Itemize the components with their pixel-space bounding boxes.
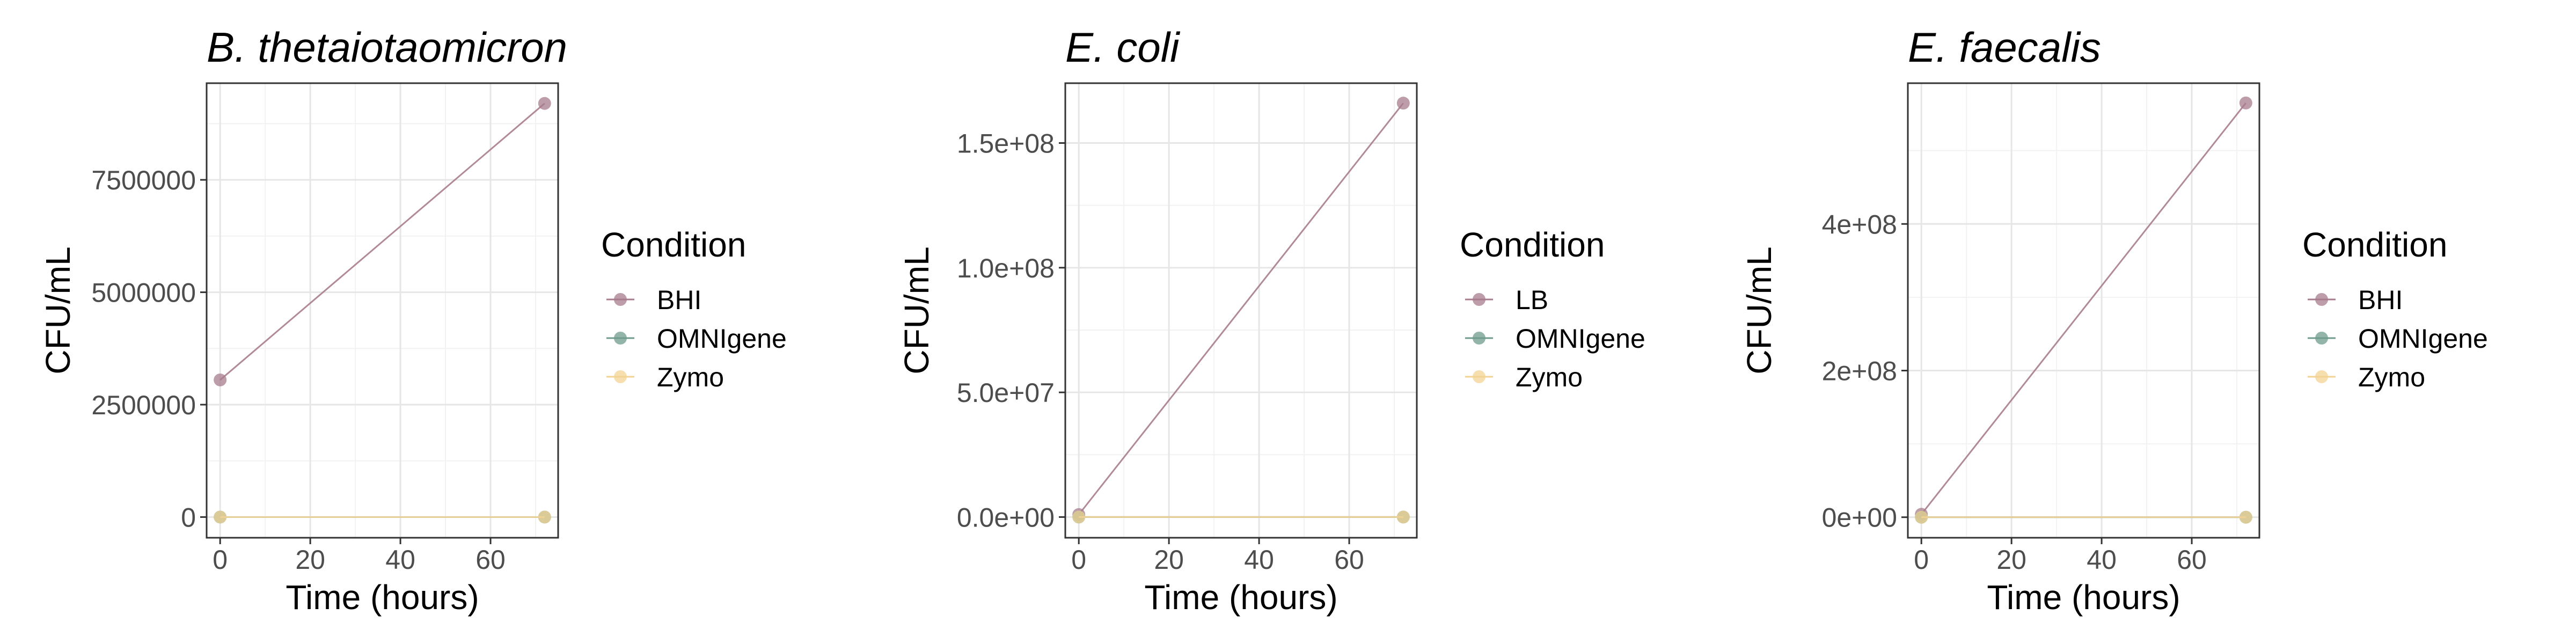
x-tick-label: 60 (1334, 545, 1364, 575)
y-tick-label: 2500000 (91, 390, 196, 420)
plot-background (1908, 83, 2259, 538)
y-tick-label: 4e+08 (1822, 209, 1897, 239)
legend-label: Zymo (2358, 362, 2425, 392)
data-point-zymo (2239, 510, 2252, 524)
data-point-bhi (214, 373, 227, 386)
chart-panel-3: 0 20 40 60 0e+00 2e+08 4e+08 E. faecalis Time (h… (1740, 24, 2488, 617)
legend-key-point (1473, 293, 1485, 306)
series-line-bhi (219, 103, 545, 381)
x-axis-title: Time (hours) (1144, 578, 1337, 617)
data-point-zymo (1915, 510, 1928, 524)
legend-label: BHI (657, 285, 701, 315)
y-tick-label: 2e+08 (1822, 356, 1897, 386)
legend-title: Condition (1460, 225, 1605, 264)
legend-key-point (614, 293, 627, 306)
legend-key-point (614, 370, 627, 383)
plot-background (1065, 83, 1417, 538)
chart-title: E. faecalis (1908, 24, 2101, 71)
chart-panel-2: 0 20 40 60 0.0e+00 5.0e+07 1.0e+08 1.5e+08 E. co… (897, 24, 1645, 617)
chart-panel-1: 0 20 40 60 0 2500000 5000000 7500000 B. thetaiot… (39, 24, 787, 617)
x-tick-label: 0 (213, 545, 228, 575)
data-point-zymo (538, 510, 551, 524)
y-axis-title: CFU/mL (897, 246, 936, 374)
legend-label: OMNIgene (657, 324, 787, 354)
plot-background (207, 83, 558, 538)
y-tick-label: 5.0e+07 (957, 378, 1055, 408)
x-tick-label: 20 (295, 545, 325, 575)
y-tick-label: 0.0e+00 (957, 502, 1055, 532)
y-tick-label: 1.5e+08 (957, 129, 1055, 159)
panel-border (206, 82, 559, 539)
y-tick-label: 5000000 (91, 278, 196, 308)
chart-title: B. thetaiotaomicron (207, 24, 567, 71)
y-axis-title: CFU/mL (39, 246, 77, 374)
legend-key-point (2315, 332, 2328, 345)
legend-label: OMNIgene (1516, 324, 1645, 354)
x-tick-label: 0 (1071, 545, 1086, 575)
legend-key-point (2315, 293, 2328, 306)
legend-title: Condition (2302, 225, 2447, 264)
x-axis-title: Time (hours) (286, 578, 479, 617)
x-tick-label: 20 (1154, 545, 1184, 575)
data-point-zymo (1396, 510, 1410, 524)
y-axis-title: CFU/mL (1740, 246, 1779, 374)
legend-key-point (1473, 332, 1485, 345)
data-point-bhi (2239, 96, 2252, 109)
x-tick-label: 0 (1914, 545, 1929, 575)
y-tick-label: 1.0e+08 (957, 253, 1055, 283)
legend-label: BHI (2358, 285, 2403, 315)
legend-title: Condition (601, 225, 746, 264)
legend-label: OMNIgene (2358, 324, 2488, 354)
x-tick-label: 40 (385, 545, 415, 575)
panel-border (1907, 82, 2260, 539)
legend-label: LB (1516, 285, 1548, 315)
x-tick-label: 40 (1244, 545, 1274, 575)
x-tick-label: 20 (1996, 545, 2026, 575)
x-tick-label: 40 (2087, 545, 2117, 575)
legend-key-point (2315, 370, 2328, 383)
legend-key-point (614, 332, 627, 345)
data-point-lb (1396, 97, 1410, 110)
y-tick-label: 7500000 (91, 165, 196, 195)
legend-label: Zymo (1516, 362, 1583, 392)
legend-label: Zymo (657, 362, 724, 392)
series-line-bhi (1921, 102, 2246, 515)
legend-key-point (1473, 370, 1485, 383)
x-axis-title: Time (hours) (1987, 578, 2180, 617)
x-tick-label: 60 (2177, 545, 2207, 575)
data-point-bhi (538, 97, 551, 110)
data-point-zymo (1072, 510, 1086, 524)
series-line-lb (1078, 103, 1404, 515)
y-tick-label: 0 (181, 502, 196, 532)
x-tick-label: 60 (475, 545, 506, 575)
chart-title: E. coli (1065, 24, 1181, 71)
panel-border (1064, 82, 1418, 539)
data-point-zymo (214, 510, 227, 524)
y-tick-label: 0e+00 (1822, 503, 1897, 533)
